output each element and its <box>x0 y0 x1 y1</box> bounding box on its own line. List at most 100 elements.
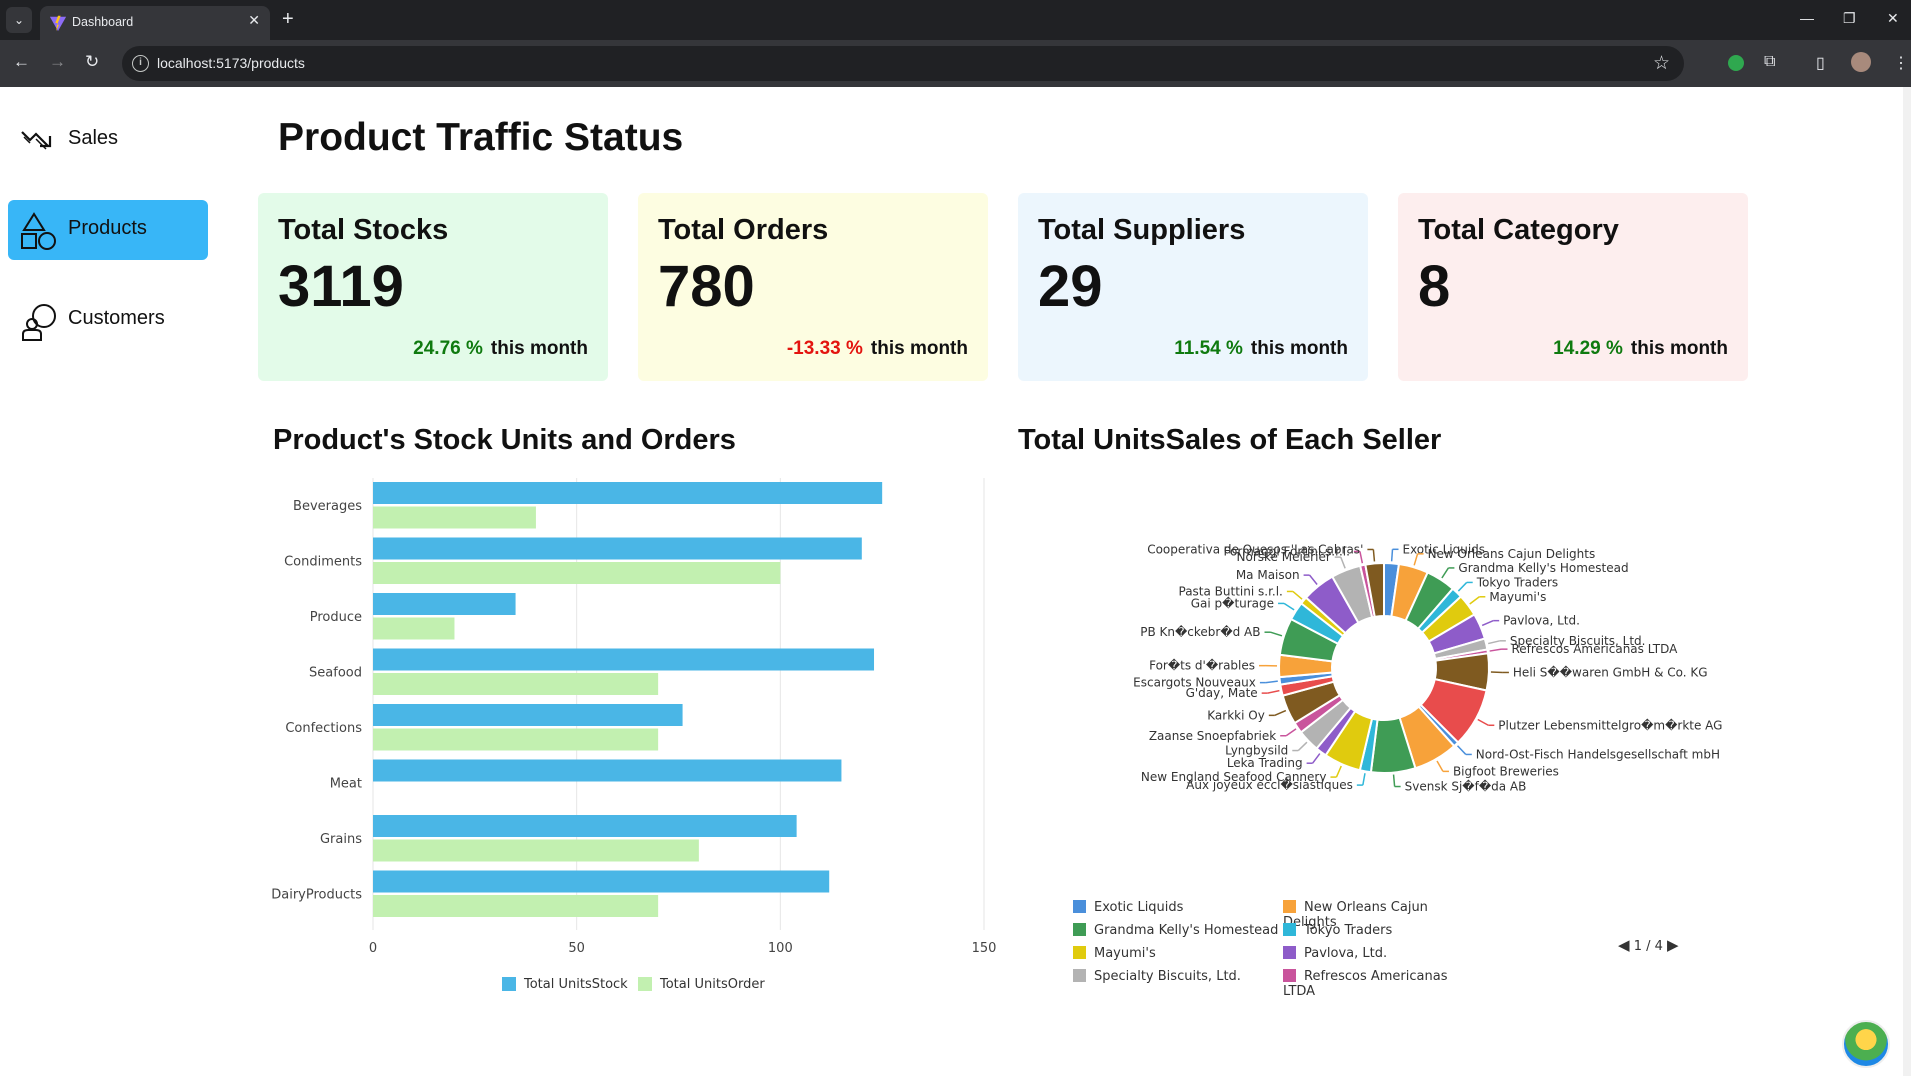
legend-swatch <box>1283 900 1296 913</box>
legend-page-indicator: 1 / 4 <box>1633 939 1663 954</box>
pie-legend-item[interactable]: Pavlova, Ltd. <box>1283 946 1387 961</box>
minimize-icon[interactable]: — <box>1800 10 1814 26</box>
slice-label: Ma Maison <box>1236 568 1300 582</box>
slice-label: New England Seafood Cannery <box>1141 770 1327 784</box>
slice-label-line <box>1274 709 1287 717</box>
slice-label: Svensk Sj�f�da AB <box>1405 780 1527 794</box>
slice-label-line <box>1481 619 1494 627</box>
legend-swatch <box>1283 923 1296 936</box>
bar-stock[interactable] <box>373 870 830 893</box>
slice-label: Grandma Kelly's Homestead <box>1458 561 1628 575</box>
stat-card-suppliers: Total Suppliers 29 11.54 % this month <box>1018 193 1368 381</box>
sidebar-item-label: Products <box>68 217 147 239</box>
bar-stock[interactable] <box>373 648 875 671</box>
bar-stock[interactable] <box>373 593 516 615</box>
address-bar[interactable]: i localhost:5173/products ☆ <box>122 46 1684 81</box>
profile-avatar[interactable] <box>1851 52 1871 72</box>
legend-label[interactable]: Total UnitsStock <box>523 977 628 992</box>
slice-label: New Orleans Cajun Delights <box>1428 547 1596 561</box>
category-label: Meat <box>330 777 362 792</box>
site-info-icon[interactable]: i <box>132 55 149 72</box>
slice-label-line <box>1390 549 1394 562</box>
pie-chart-title: Total UnitsSales of Each Seller <box>1018 424 1442 456</box>
restore-icon[interactable]: ❐ <box>1843 10 1856 26</box>
card-footer: 11.54 % this month <box>1174 338 1348 360</box>
page-scrollbar[interactable] <box>1903 87 1911 1076</box>
card-value: 780 <box>658 254 755 319</box>
bar-order[interactable] <box>373 506 536 529</box>
slice-label-line <box>1477 718 1489 726</box>
bar-stock[interactable] <box>373 537 862 560</box>
card-period: this month <box>870 338 968 359</box>
bookmark-star-icon[interactable]: ☆ <box>1652 53 1670 74</box>
card-period: this month <box>490 338 588 359</box>
slice-label-line <box>1340 556 1346 569</box>
extensions-puzzle-icon[interactable]: ⧉ <box>1764 53 1776 70</box>
slice-label-line <box>1436 760 1444 772</box>
sidebar-item-customers[interactable]: Customers <box>8 290 208 350</box>
card-percent: 24.76 % <box>413 338 483 359</box>
slice-label-line <box>1456 745 1467 755</box>
slice-label-line <box>1362 773 1366 786</box>
bar-order[interactable] <box>373 562 781 584</box>
side-panel-icon[interactable]: ▯ <box>1816 55 1825 72</box>
slice-label: For�ts d'�rables <box>1149 659 1255 673</box>
tab-close-icon[interactable]: ✕ <box>248 12 260 28</box>
card-footer: 14.29 % this month <box>1553 338 1728 360</box>
tab-search-button[interactable]: ⌄ <box>6 7 32 33</box>
slice-label: Aux joyeux eccl�siastiques <box>1186 778 1353 792</box>
browser-tab[interactable]: Dashboard ✕ <box>40 6 270 40</box>
pie-legend-item[interactable]: Refrescos Americanas LTDA <box>1283 969 1473 999</box>
slice-label: Cooperativa de Quesos 'Las Cabras' <box>1147 542 1363 556</box>
slice-label: G'day, Mate <box>1186 686 1258 700</box>
bar-order[interactable] <box>373 617 455 640</box>
x-tick-label: 0 <box>369 941 377 956</box>
browser-menu-icon[interactable]: ⋮ <box>1893 55 1909 72</box>
sidebar-item-sales[interactable]: Sales <box>8 110 208 170</box>
sidebar-item-products[interactable]: Products <box>8 200 208 260</box>
donut-slice[interactable] <box>1364 561 1385 618</box>
pie-legend-item[interactable]: Tokyo Traders <box>1283 923 1392 938</box>
bar-order[interactable] <box>373 728 659 751</box>
legend-label[interactable]: Total UnitsOrder <box>659 977 765 992</box>
bar-order[interactable] <box>373 895 659 917</box>
pie-legend-item[interactable]: Specialty Biscuits, Ltd. <box>1073 969 1241 984</box>
card-footer: 24.76 % this month <box>413 338 588 360</box>
floating-assistant-button[interactable] <box>1842 1020 1890 1068</box>
category-label: Seafood <box>309 666 362 681</box>
bar-order[interactable] <box>373 673 659 695</box>
url-text[interactable]: localhost:5173/products <box>157 55 305 71</box>
stat-card-category: Total Category 8 14.29 % this month <box>1398 193 1748 381</box>
category-label: Beverages <box>293 499 362 514</box>
bar-stock[interactable] <box>373 704 683 726</box>
pie-legend-item[interactable]: Exotic Liquids <box>1073 900 1183 915</box>
legend-prev-icon[interactable]: ◀ <box>1618 936 1630 954</box>
close-window-icon[interactable]: ✕ <box>1887 10 1899 26</box>
new-tab-button[interactable]: + <box>282 8 294 30</box>
slice-label: Gai p�turage <box>1191 596 1274 610</box>
pie-legend-item[interactable]: Grandma Kelly's Homestead <box>1073 923 1278 938</box>
legend-swatch <box>502 977 516 991</box>
trending-down-icon <box>21 131 52 150</box>
card-period: this month <box>1630 338 1728 359</box>
bar-stock[interactable] <box>373 815 797 837</box>
slice-label: Exotic Liquids <box>1402 542 1485 556</box>
pie-legend-item[interactable]: Mayumi's <box>1073 946 1156 961</box>
back-icon[interactable]: ← <box>13 52 30 71</box>
extension-shield-icon[interactable] <box>1728 55 1744 71</box>
bar-stock[interactable] <box>373 482 883 504</box>
pie-legend-item[interactable]: New Orleans Cajun Delights <box>1283 900 1473 930</box>
legend-next-icon[interactable]: ▶ <box>1667 936 1679 954</box>
card-footer: -13.33 % this month <box>787 338 968 360</box>
bar-stock[interactable] <box>373 759 842 782</box>
reload-icon[interactable]: ↻ <box>85 52 100 71</box>
slice-label: Pasta Buttini s.r.l. <box>1179 584 1283 598</box>
forward-icon[interactable]: → <box>49 52 66 71</box>
slice-label-line <box>1489 648 1502 652</box>
card-title: Total Category <box>1418 214 1619 246</box>
bar-order[interactable] <box>373 839 699 862</box>
slice-label-line <box>1265 680 1278 684</box>
slice-label-line <box>1335 765 1342 778</box>
slice-label-line <box>1441 567 1450 579</box>
